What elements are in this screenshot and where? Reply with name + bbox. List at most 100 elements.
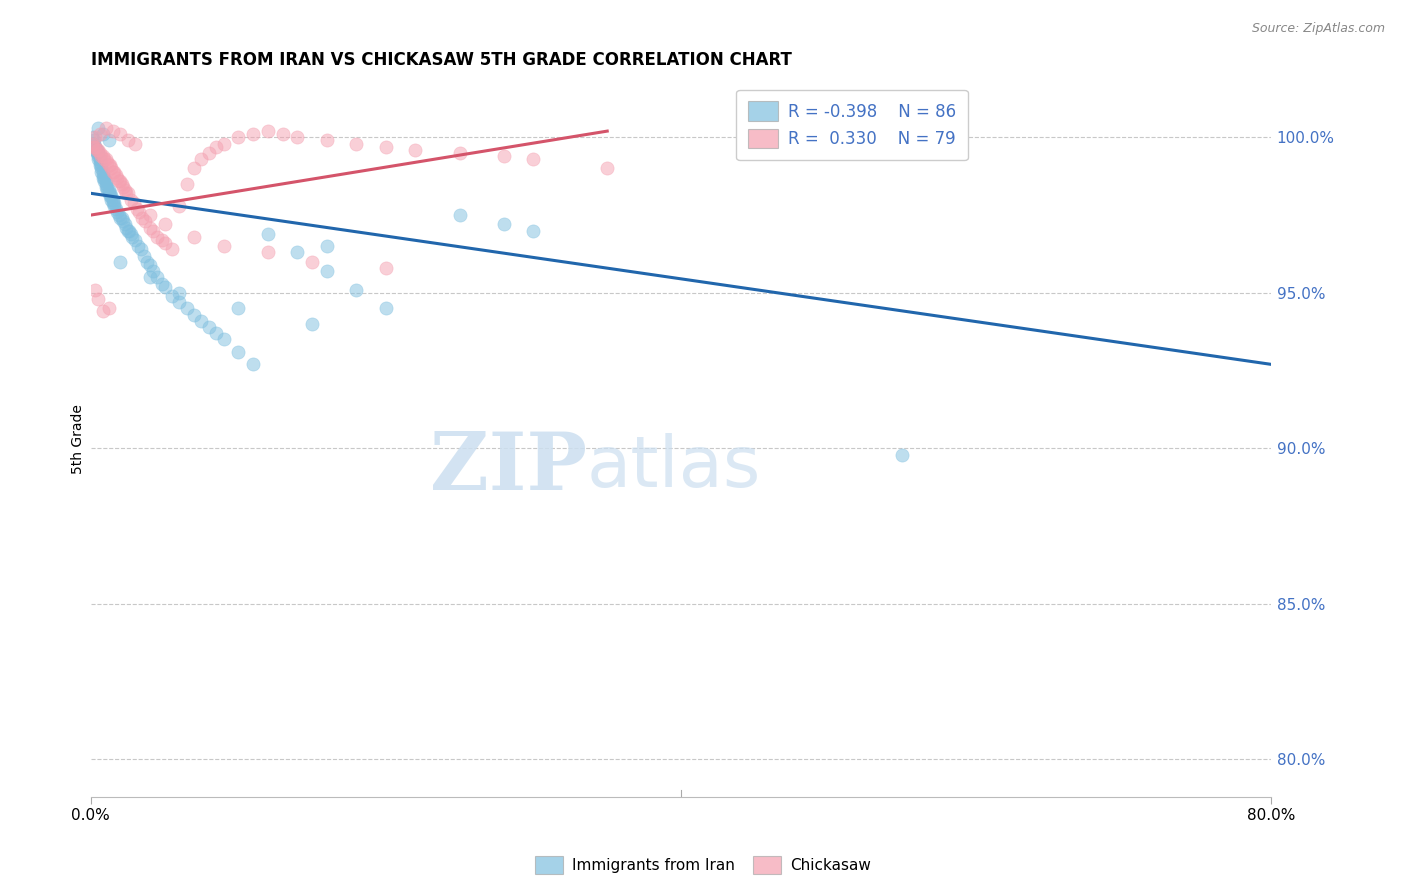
- Point: [94, 174, 117, 188]
- Point: [84, 139, 107, 153]
- Point: [97, 186, 120, 201]
- Point: [91, 127, 114, 141]
- Point: [110, 211, 132, 226]
- Point: [83, 133, 105, 147]
- Point: [169, 285, 191, 300]
- Point: [90, 158, 112, 172]
- Point: [86, 143, 108, 157]
- Point: [89, 158, 111, 172]
- Point: [150, 233, 173, 247]
- Point: [120, 227, 142, 241]
- Point: [110, 174, 132, 188]
- Point: [228, 301, 250, 316]
- Point: [153, 236, 176, 251]
- Point: [94, 180, 117, 194]
- Point: [122, 195, 145, 210]
- Point: [228, 345, 250, 359]
- Point: [139, 208, 162, 222]
- Point: [87, 120, 110, 135]
- Point: [87, 149, 110, 163]
- Point: [205, 139, 228, 153]
- Point: [91, 168, 114, 182]
- Point: [160, 242, 183, 256]
- Point: [97, 133, 120, 147]
- Point: [84, 143, 107, 157]
- Point: [153, 279, 176, 293]
- Point: [285, 130, 308, 145]
- Point: [100, 161, 122, 176]
- Point: [97, 158, 120, 172]
- Point: [117, 224, 139, 238]
- Point: [146, 270, 169, 285]
- Point: [120, 193, 142, 207]
- Point: [93, 170, 115, 185]
- Point: [110, 127, 132, 141]
- Point: [301, 254, 323, 268]
- Point: [183, 230, 205, 244]
- Point: [98, 158, 121, 172]
- Text: IMMIGRANTS FROM IRAN VS CHICKASAW 5TH GRADE CORRELATION CHART: IMMIGRANTS FROM IRAN VS CHICKASAW 5TH GR…: [91, 51, 792, 69]
- Point: [135, 254, 157, 268]
- Point: [139, 258, 162, 272]
- Point: [84, 139, 107, 153]
- Point: [301, 317, 323, 331]
- Point: [105, 205, 128, 219]
- Point: [522, 224, 544, 238]
- Point: [139, 270, 162, 285]
- Point: [128, 205, 150, 219]
- Point: [492, 218, 515, 232]
- Point: [257, 227, 280, 241]
- Point: [94, 120, 117, 135]
- Point: [257, 245, 280, 260]
- Point: [103, 195, 125, 210]
- Legend: Immigrants from Iran, Chickasaw: Immigrants from Iran, Chickasaw: [529, 850, 877, 880]
- Point: [98, 189, 121, 203]
- Point: [257, 124, 280, 138]
- Point: [105, 170, 128, 185]
- Point: [100, 193, 122, 207]
- Point: [404, 143, 426, 157]
- Text: ZIP: ZIP: [430, 429, 586, 507]
- Point: [142, 224, 165, 238]
- Point: [596, 161, 619, 176]
- Point: [142, 264, 165, 278]
- Point: [118, 224, 141, 238]
- Point: [115, 220, 138, 235]
- Point: [90, 164, 112, 178]
- Point: [111, 211, 134, 226]
- Point: [91, 164, 114, 178]
- Point: [91, 170, 114, 185]
- Point: [86, 143, 108, 157]
- Point: [84, 283, 107, 297]
- Point: [212, 136, 235, 151]
- Point: [212, 333, 235, 347]
- Point: [94, 177, 117, 191]
- Point: [100, 189, 122, 203]
- Point: [97, 183, 120, 197]
- Point: [111, 177, 134, 191]
- Point: [101, 164, 124, 178]
- Point: [89, 145, 111, 160]
- Point: [205, 326, 228, 341]
- Point: [146, 230, 169, 244]
- Text: Source: ZipAtlas.com: Source: ZipAtlas.com: [1251, 22, 1385, 36]
- Point: [90, 149, 112, 163]
- Point: [125, 202, 148, 216]
- Point: [129, 242, 152, 256]
- Point: [89, 155, 111, 169]
- Point: [96, 180, 118, 194]
- Point: [449, 208, 471, 222]
- Point: [242, 357, 264, 371]
- Point: [83, 139, 105, 153]
- Point: [94, 152, 117, 166]
- Point: [131, 211, 153, 226]
- Point: [117, 133, 139, 147]
- Point: [108, 208, 131, 222]
- Point: [117, 186, 139, 201]
- Point: [84, 130, 107, 145]
- Point: [190, 152, 212, 166]
- Point: [121, 230, 143, 244]
- Point: [82, 136, 104, 151]
- Legend: R = -0.398    N = 86, R =  0.330    N = 79: R = -0.398 N = 86, R = 0.330 N = 79: [737, 90, 967, 160]
- Point: [104, 202, 127, 216]
